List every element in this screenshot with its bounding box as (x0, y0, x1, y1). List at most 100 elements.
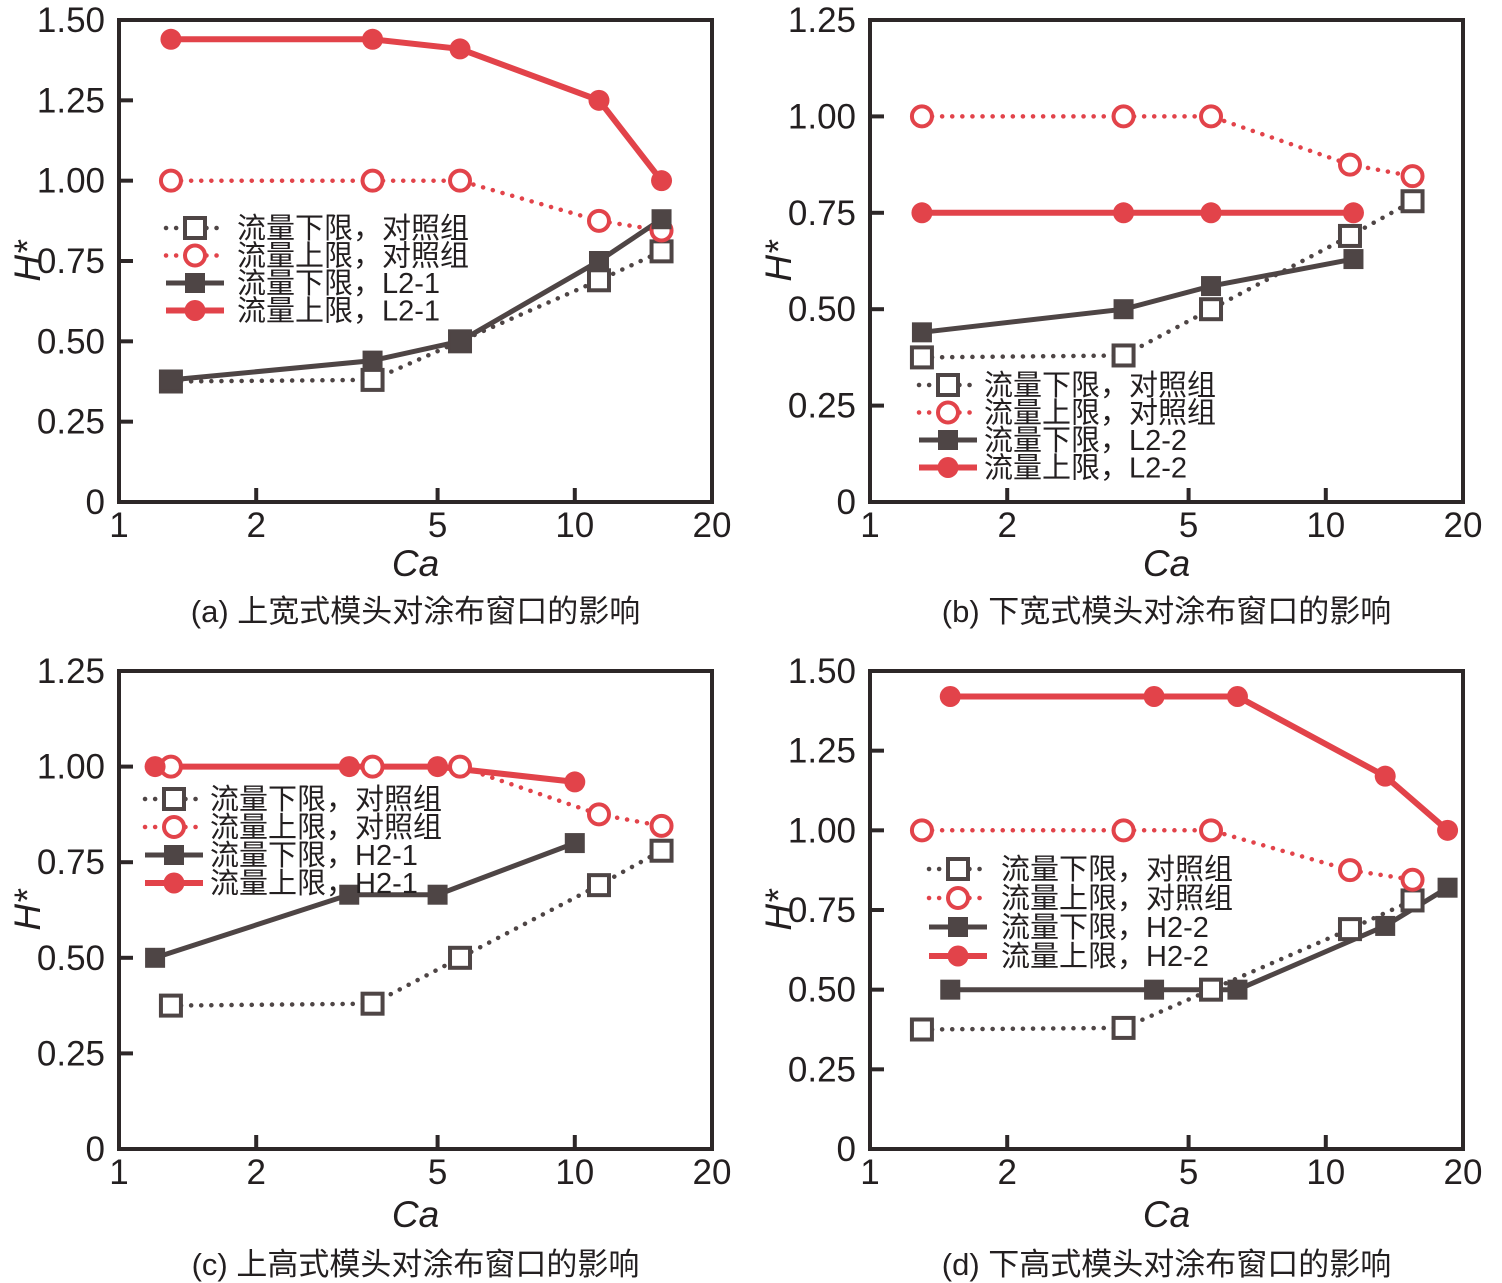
data-point-filled-square (185, 273, 205, 293)
y-axis-title: H* (7, 888, 48, 931)
legend-label: 流量下限，H2-1 (210, 839, 418, 872)
data-point-open-circle (1337, 152, 1362, 177)
x-axis-tick-label: 20 (693, 1153, 732, 1192)
legend-label: 流量上限，对照组 (1001, 882, 1233, 915)
data-point-open-circle (649, 813, 674, 838)
data-point-filled-square (564, 833, 585, 854)
legend-label: 流量下限，L2-1 (237, 267, 440, 300)
x-axis-tick-label: 2 (997, 506, 1016, 545)
legend-item: 流量上限，L2-2 (919, 452, 1187, 485)
data-point-filled-circle (1374, 765, 1396, 787)
data-point-open-square (909, 345, 934, 370)
data-point-open-square (448, 945, 473, 970)
data-point-open-circle (936, 400, 960, 425)
data-point-open-square (649, 838, 674, 863)
data-point-open-circle (909, 818, 934, 843)
y-axis-tick-label: 1.00 (788, 97, 856, 136)
data-point-filled-square (588, 251, 609, 271)
x-axis-tick-label: 1 (860, 1153, 879, 1192)
data-point-filled-square (1437, 877, 1458, 898)
chart-c: 0 0.25 0.50 0.75 1.00 1.25 1 2 5 10 20 H* Ca (c) 上高式模… (7, 652, 732, 1282)
legend-item: 流量下限，对照组 (163, 212, 469, 245)
data-point-open-square (1400, 888, 1425, 913)
y-axis-tick-label: 1.25 (788, 732, 856, 771)
data-point-open-square (1199, 977, 1224, 1002)
data-point-open-square (586, 268, 611, 293)
data-point-filled-circle (1342, 202, 1364, 224)
data-point-open-circle (1400, 164, 1425, 189)
data-point-open-circle (1337, 858, 1362, 883)
y-axis-tick-label: 0.75 (37, 843, 105, 882)
legend-item: 流量下限，H2-2 (929, 911, 1209, 944)
panel-caption: (c) 上高式模头对涂布窗口的影响 (192, 1247, 640, 1282)
y-axis-tick-label: 1.00 (37, 162, 105, 201)
data-point-filled-circle (564, 771, 586, 793)
data-point-filled-circle (911, 202, 933, 224)
chart-d: 0 0.25 0.50 0.75 1.00 1.25 1.50 1 2 5 10 20 H* Ca (d) … (758, 652, 1482, 1282)
data-point-open-circle (1111, 818, 1136, 843)
legend-item: 流量上限，H2-1 (145, 867, 418, 900)
data-point-filled-circle (939, 685, 961, 707)
data-point-filled-circle (588, 89, 610, 111)
legend-item: 流量上限，对照组 (916, 397, 1216, 430)
y-axis-tick-label: 0.25 (37, 1034, 105, 1073)
legend-item: 流量下限，对照组 (916, 369, 1216, 402)
data-point-open-square (1337, 223, 1362, 248)
data-point-open-square (946, 857, 970, 881)
panel-d: 0 0.25 0.50 0.75 1.00 1.25 1.50 1 2 5 10 20 H* Ca (d) … (751, 641, 1502, 1283)
y-axis-title: H* (758, 239, 799, 282)
data-point-filled-square (164, 845, 184, 865)
data-point-open-circle (1199, 818, 1224, 843)
panel-b: 0 0.25 0.50 0.75 1.00 1.25 1 2 5 10 20 H* Ca (b) 下宽式模… (751, 0, 1502, 641)
legend-label: 流量上限，对照组 (210, 811, 442, 844)
y-axis-tick-label: 0.50 (37, 322, 105, 361)
data-point-open-square (1111, 343, 1136, 368)
legend-item: 流量下限，对照组 (926, 853, 1233, 886)
legend-label: 流量上限，对照组 (237, 240, 469, 273)
legend-item: 流量下限，L2-1 (166, 267, 440, 300)
data-point-filled-square (651, 209, 672, 230)
y-axis-tick-label: 1.00 (37, 748, 105, 787)
y-axis-tick-label: 0 (86, 1130, 105, 1169)
legend-label: 流量上限，H2-2 (1001, 940, 1209, 973)
data-point-open-circle (586, 802, 611, 827)
x-axis-tick-label: 10 (555, 506, 594, 545)
x-axis-tick-label: 5 (428, 1153, 447, 1192)
panel-a: 0 0.25 0.50 0.75 1.00 1.25 1.50 1 2 5 10 20 H* Ca (a) … (0, 0, 751, 641)
data-point-filled-circle (160, 28, 182, 50)
data-point-filled-square (1227, 979, 1248, 1000)
legend-item: 流量上限，L2-1 (166, 295, 440, 328)
legend-label: 流量上限，H2-1 (210, 867, 418, 900)
y-axis-tick-label: 1.50 (37, 1, 105, 40)
y-axis-tick-label: 0.50 (788, 971, 856, 1010)
data-point-open-square (162, 787, 186, 811)
y-axis-tick-label: 1.50 (788, 652, 856, 691)
y-axis-tick-label: 1.25 (37, 652, 105, 691)
y-axis-tick-label: 1.00 (788, 811, 856, 850)
data-point-open-circle (1199, 104, 1224, 129)
data-point-open-square (183, 216, 207, 240)
data-point-filled-square (362, 350, 383, 371)
data-point-open-square (360, 991, 385, 1016)
legend-label: 流量下限，H2-2 (1001, 911, 1209, 944)
series-line-solid-dark (921, 256, 1354, 335)
y-axis-tick-label: 1.25 (37, 81, 105, 120)
data-point-filled-square (911, 322, 932, 343)
data-point-open-square (158, 993, 183, 1018)
data-point-filled-circle (1437, 819, 1459, 841)
y-axis-tick-label: 0.75 (788, 891, 856, 930)
y-axis-tick-label: 0 (86, 483, 105, 522)
data-point-open-circle (162, 815, 186, 839)
data-point-filled-square (450, 331, 471, 352)
data-point-filled-circle (338, 756, 360, 778)
data-point-filled-square (145, 947, 166, 968)
data-point-filled-circle (144, 756, 166, 778)
data-point-open-square (1111, 1015, 1136, 1040)
data-point-open-circle (946, 886, 970, 910)
legend-label: 流量下限，L2-2 (984, 424, 1187, 457)
data-point-open-circle (909, 104, 934, 129)
data-point-filled-circle (947, 945, 969, 967)
x-axis-tick-label: 2 (997, 1153, 1016, 1192)
data-point-open-circle (360, 168, 385, 193)
legend-label: 流量下限，对照组 (984, 369, 1216, 402)
